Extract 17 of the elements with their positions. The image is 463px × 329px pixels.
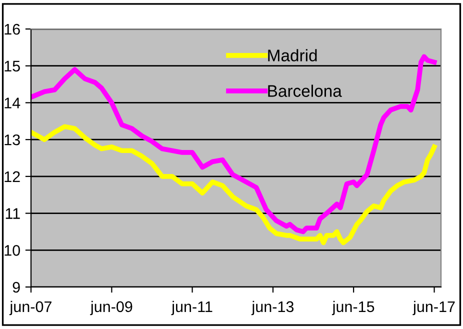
y-tick-label: 14 [4,98,20,108]
y-tick-label: 16 [4,24,20,35]
y-tick-label: 12 [4,171,20,182]
x-tick-label: jun-11 [171,300,212,316]
x-tick-label: jun-09 [90,300,132,316]
legend-label: Barcelona [268,84,342,97]
x-tick-label: jun-13 [251,300,294,316]
x-tick-label: jun-15 [332,300,374,316]
y-tick-label: 9 [12,282,20,293]
y-tick-label: 11 [6,208,20,219]
y-tick-label: 10 [4,245,20,256]
line-series [31,124,437,246]
x-tick-label: jun-07 [9,300,52,316]
y-tick-label: 13 [4,134,20,146]
legend-label: Madrid [268,49,317,62]
x-tick-label: jun-17 [412,300,455,316]
y-tick-label: 15 [4,60,20,72]
